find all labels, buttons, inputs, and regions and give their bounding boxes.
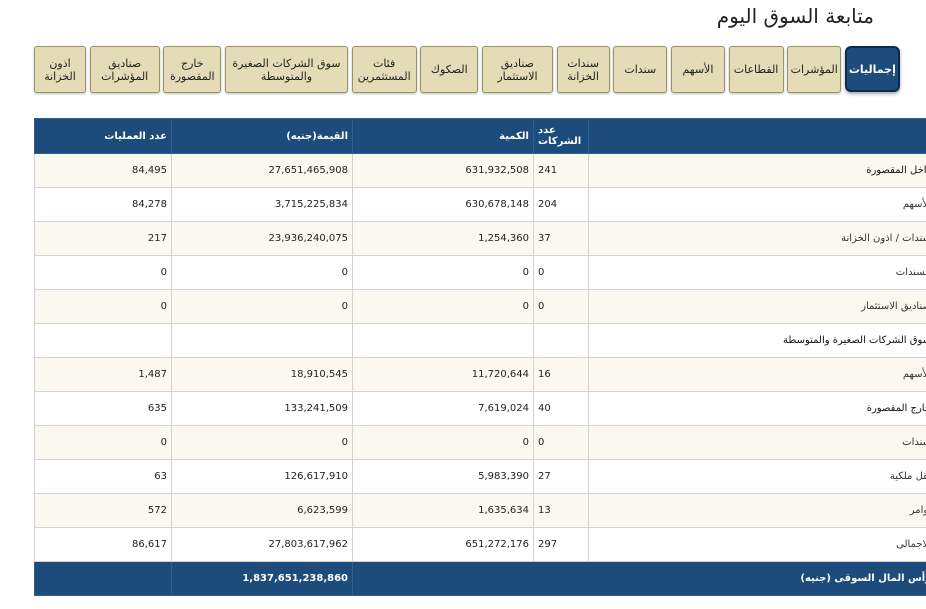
tab-investor-types[interactable]: فئات المستثمرين — [351, 46, 417, 93]
cell-value: 23,936,240,075 — [171, 221, 353, 256]
row-label: داخل المقصورة — [588, 153, 926, 188]
row-label: الأسهم — [588, 357, 926, 392]
cell-operations: 84,278 — [34, 187, 172, 222]
row-label: سوق الشركات الصغيرة والمتوسطة — [588, 323, 926, 358]
tab-bar: إجماليات المؤشرات القطاعات الأسهم سندات … — [34, 45, 900, 93]
header-quantity: الكمية — [352, 118, 534, 154]
cell-operations: 0 — [34, 425, 172, 460]
cell-operations — [34, 323, 172, 358]
cell-value: 0 — [171, 255, 353, 290]
cell-value: 27,803,617,962 — [171, 527, 353, 562]
market-cap-row: 1,837,651,238,860 رأس المال السوقى (جنيه… — [34, 561, 926, 596]
cell-quantity: 7,619,024 — [352, 391, 534, 426]
cell-companies — [533, 323, 589, 358]
cell-quantity: 631,932,508 — [352, 153, 534, 188]
row-label: أوامر — [588, 493, 926, 528]
cell-quantity: 630,678,148 — [352, 187, 534, 222]
cell-companies: 16 — [533, 357, 589, 392]
cell-quantity: 1,635,634 — [352, 493, 534, 528]
table-row: 635 133,241,509 7,619,024 40 خارج المقصو… — [34, 391, 926, 426]
cell-companies: 0 — [533, 289, 589, 324]
cell-quantity: 11,720,644 — [352, 357, 534, 392]
header-operations: عدد العمليات — [34, 118, 172, 154]
tab-totals[interactable]: إجماليات — [844, 46, 900, 92]
cell-value: 6,623,599 — [171, 493, 353, 528]
cell-companies: 13 — [533, 493, 589, 528]
cell-operations: 572 — [34, 493, 172, 528]
cell-operations: 217 — [34, 221, 172, 256]
cell-quantity: 0 — [352, 255, 534, 290]
tab-etfs[interactable]: صناديق المؤشرات — [89, 46, 160, 93]
cell-operations: 84,495 — [34, 153, 172, 188]
market-cap-label: رأس المال السوقى (جنيه) — [352, 561, 926, 596]
tab-mutual-funds[interactable]: صناديق الاستثمار — [481, 46, 553, 93]
table-row: 86,617 27,803,617,962 651,272,176 297 ال… — [34, 527, 926, 562]
row-label: السندات — [588, 255, 926, 290]
tab-sme-market[interactable]: سوق الشركات الصغيرة والمتوسطة — [224, 46, 348, 93]
table-row: 84,278 3,715,225,834 630,678,148 204 الأ… — [34, 187, 926, 222]
table-row: 572 6,623,599 1,635,634 13 أوامر — [34, 493, 926, 528]
tab-sectors[interactable]: القطاعات — [728, 46, 784, 93]
cell-value: 0 — [171, 289, 353, 324]
cell-companies: 241 — [533, 153, 589, 188]
table-row: 1,487 18,910,545 11,720,644 16 الأسهم — [34, 357, 926, 392]
cell-operations: 0 — [34, 289, 172, 324]
tab-treasury-bonds[interactable]: سندات الخزانة — [556, 46, 610, 93]
market-cap-value: 1,837,651,238,860 — [171, 561, 353, 596]
cell-quantity: 0 — [352, 289, 534, 324]
market-summary-table: عدد العمليات القيمة(جنيه) الكمية عدد الش… — [34, 118, 926, 596]
cell-operations: 86,617 — [34, 527, 172, 562]
table-row: 63 126,617,910 5,983,390 27 نقل ملكية — [34, 459, 926, 494]
cell-companies: 0 — [533, 425, 589, 460]
cell-quantity: 1,254,360 — [352, 221, 534, 256]
cell-operations: 63 — [34, 459, 172, 494]
cell-quantity: 651,272,176 — [352, 527, 534, 562]
table-row: سوق الشركات الصغيرة والمتوسطة — [34, 323, 926, 358]
cell-quantity: 5,983,390 — [352, 459, 534, 494]
tab-indices[interactable]: المؤشرات — [787, 46, 842, 93]
row-label: صناديق الاستثمار — [588, 289, 926, 324]
cell-companies: 37 — [533, 221, 589, 256]
cell-value: 126,617,910 — [171, 459, 353, 494]
cell-value: 0 — [171, 425, 353, 460]
row-label: سندات — [588, 425, 926, 460]
cell-companies: 0 — [533, 255, 589, 290]
row-label: سندات / اذون الخزانة — [588, 221, 926, 256]
header-value: القيمة(جنيه) — [171, 118, 353, 154]
tab-sukuk[interactable]: الصكوك — [420, 46, 479, 93]
page-title: متابعة السوق اليوم — [716, 4, 874, 28]
cell-value: 27,651,465,908 — [171, 153, 353, 188]
tab-treasury-bills[interactable]: اذون الخزانة — [34, 46, 86, 93]
cell-companies: 27 — [533, 459, 589, 494]
cell-value: 3,715,225,834 — [171, 187, 353, 222]
table-row: 217 23,936,240,075 1,254,360 37 سندات / … — [34, 221, 926, 256]
cell-operations: 1,487 — [34, 357, 172, 392]
footer-empty-cell — [34, 561, 172, 596]
row-label: خارج المقصورة — [588, 391, 926, 426]
tab-bonds[interactable]: سندات — [613, 46, 668, 93]
table-header-row: عدد العمليات القيمة(جنيه) الكمية عدد الش… — [34, 118, 926, 154]
tab-off-floor[interactable]: خارج المقصورة — [163, 46, 222, 93]
row-label: الأسهم — [588, 187, 926, 222]
cell-value — [171, 323, 353, 358]
cell-operations: 635 — [34, 391, 172, 426]
cell-companies: 204 — [533, 187, 589, 222]
header-companies: عدد الشركات — [533, 118, 589, 154]
tab-stocks[interactable]: الأسهم — [670, 46, 725, 93]
cell-quantity: 0 — [352, 425, 534, 460]
table-row: 0 0 0 0 السندات — [34, 255, 926, 290]
cell-value: 18,910,545 — [171, 357, 353, 392]
cell-operations: 0 — [34, 255, 172, 290]
row-label: نقل ملكية — [588, 459, 926, 494]
cell-companies: 40 — [533, 391, 589, 426]
header-label — [588, 118, 926, 154]
row-label: الاجمالى — [588, 527, 926, 562]
cell-value: 133,241,509 — [171, 391, 353, 426]
cell-companies: 297 — [533, 527, 589, 562]
table-row: 84,495 27,651,465,908 631,932,508 241 دا… — [34, 153, 926, 188]
table-row: 0 0 0 0 صناديق الاستثمار — [34, 289, 926, 324]
cell-quantity — [352, 323, 534, 358]
table-row: 0 0 0 0 سندات — [34, 425, 926, 460]
